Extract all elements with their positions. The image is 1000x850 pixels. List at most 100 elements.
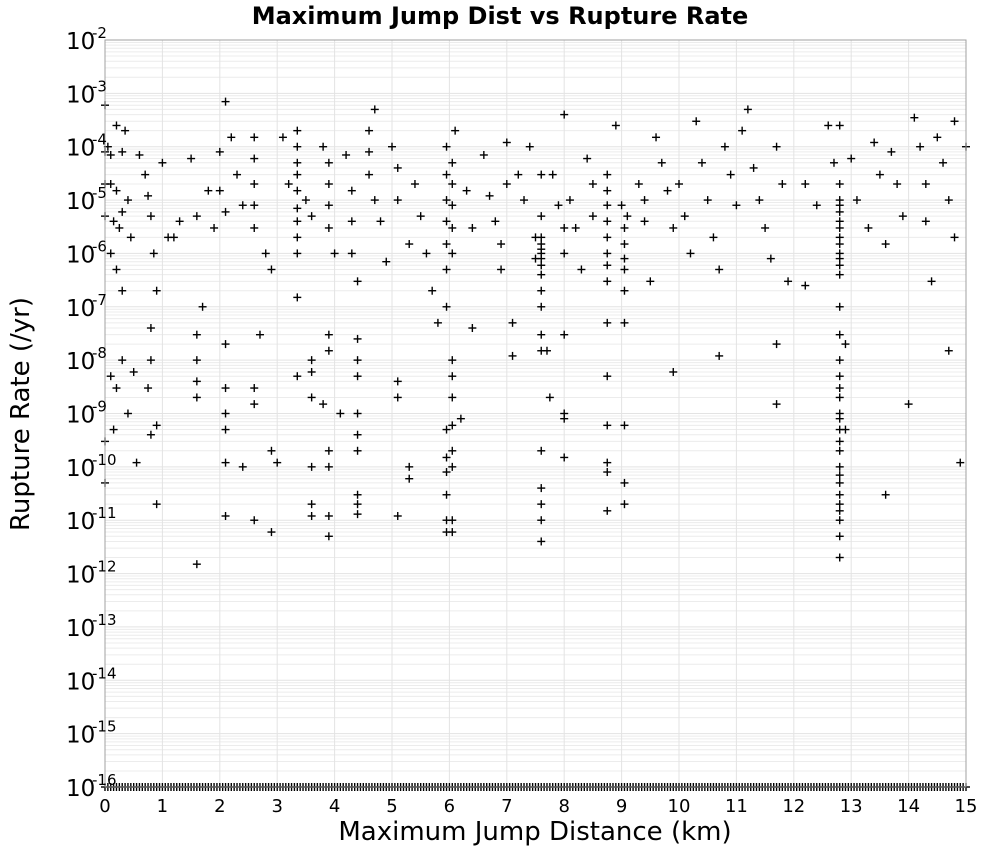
- data-point: [347, 217, 356, 226]
- data-point: [336, 409, 345, 418]
- data-point: [393, 511, 402, 520]
- data-point: [542, 346, 551, 355]
- data-point: [293, 372, 302, 381]
- data-point: [261, 249, 270, 258]
- data-point: [603, 233, 612, 242]
- data-point: [393, 393, 402, 402]
- data-point: [324, 532, 333, 541]
- data-point: [221, 207, 230, 216]
- data-point: [545, 393, 554, 402]
- data-point: [835, 553, 844, 562]
- data-point: [250, 201, 259, 210]
- data-point: [835, 261, 844, 270]
- data-point: [324, 446, 333, 455]
- y-tick-exponent: -10: [92, 451, 117, 469]
- data-point: [620, 254, 629, 263]
- data-point: [588, 212, 597, 221]
- data-point: [692, 117, 701, 126]
- data-point: [238, 462, 247, 471]
- data-point: [233, 170, 242, 179]
- data-point: [353, 490, 362, 499]
- data-point: [502, 138, 511, 147]
- data-point: [353, 430, 362, 439]
- data-point: [921, 217, 930, 226]
- data-point: [537, 302, 546, 311]
- data-point: [620, 240, 629, 249]
- data-point: [365, 170, 374, 179]
- data-point: [442, 265, 451, 274]
- data-point: [686, 249, 695, 258]
- data-point: [442, 425, 451, 434]
- y-axis-label: Rupture Rate (/yr): [6, 297, 36, 531]
- data-point: [835, 462, 844, 471]
- data-point: [353, 277, 362, 286]
- data-point: [835, 384, 844, 393]
- data-point: [370, 196, 379, 205]
- data-point: [950, 117, 959, 126]
- data-point: [921, 180, 930, 189]
- data-point: [620, 318, 629, 327]
- data-point: [152, 500, 161, 509]
- data-point: [835, 240, 844, 249]
- data-point: [293, 233, 302, 242]
- data-point: [603, 458, 612, 467]
- data-point: [634, 180, 643, 189]
- data-point: [307, 462, 316, 471]
- data-point: [603, 186, 612, 195]
- data-point: [221, 409, 230, 418]
- y-tick-exponent: -13: [92, 611, 117, 629]
- y-tick-exponent: -3: [92, 77, 107, 95]
- data-point: [835, 207, 844, 216]
- data-point: [278, 133, 287, 142]
- data-point: [864, 223, 873, 232]
- data-point: [250, 133, 259, 142]
- data-point: [726, 170, 735, 179]
- data-point: [442, 170, 451, 179]
- data-point: [215, 147, 224, 156]
- data-point: [132, 458, 141, 467]
- data-point: [307, 367, 316, 376]
- data-point: [603, 170, 612, 179]
- data-point: [106, 150, 115, 159]
- data-point: [835, 471, 844, 480]
- y-tick-exponent: -14: [92, 664, 117, 682]
- data-point: [669, 367, 678, 376]
- data-point: [603, 201, 612, 210]
- data-point: [514, 170, 523, 179]
- data-point: [560, 110, 569, 119]
- data-point: [433, 318, 442, 327]
- data-point: [112, 384, 121, 393]
- data-point: [617, 201, 626, 210]
- data-point: [640, 217, 649, 226]
- data-point: [330, 249, 339, 258]
- data-point: [620, 478, 629, 487]
- data-point: [448, 180, 457, 189]
- data-point: [571, 223, 580, 232]
- data-point: [118, 147, 127, 156]
- data-point: [109, 425, 118, 434]
- data-point: [146, 430, 155, 439]
- data-point: [149, 249, 158, 258]
- data-point: [115, 223, 124, 232]
- data-point: [620, 500, 629, 509]
- data-point: [293, 170, 302, 179]
- data-point: [112, 186, 121, 195]
- data-point: [123, 409, 132, 418]
- y-tick-base: 10: [66, 136, 95, 162]
- y-tick-exponent: -12: [92, 558, 117, 576]
- x-tick-label: 2: [214, 796, 225, 817]
- data-point: [620, 421, 629, 430]
- y-tick-exponent: -11: [92, 504, 117, 522]
- data-point: [169, 233, 178, 242]
- data-point: [537, 270, 546, 279]
- data-point: [221, 384, 230, 393]
- data-point: [835, 121, 844, 130]
- x-tick-label: 15: [955, 796, 978, 817]
- data-point: [422, 249, 431, 258]
- data-point: [410, 180, 419, 189]
- data-point: [611, 121, 620, 130]
- data-point: [267, 265, 276, 274]
- data-point: [448, 421, 457, 430]
- data-point: [835, 506, 844, 515]
